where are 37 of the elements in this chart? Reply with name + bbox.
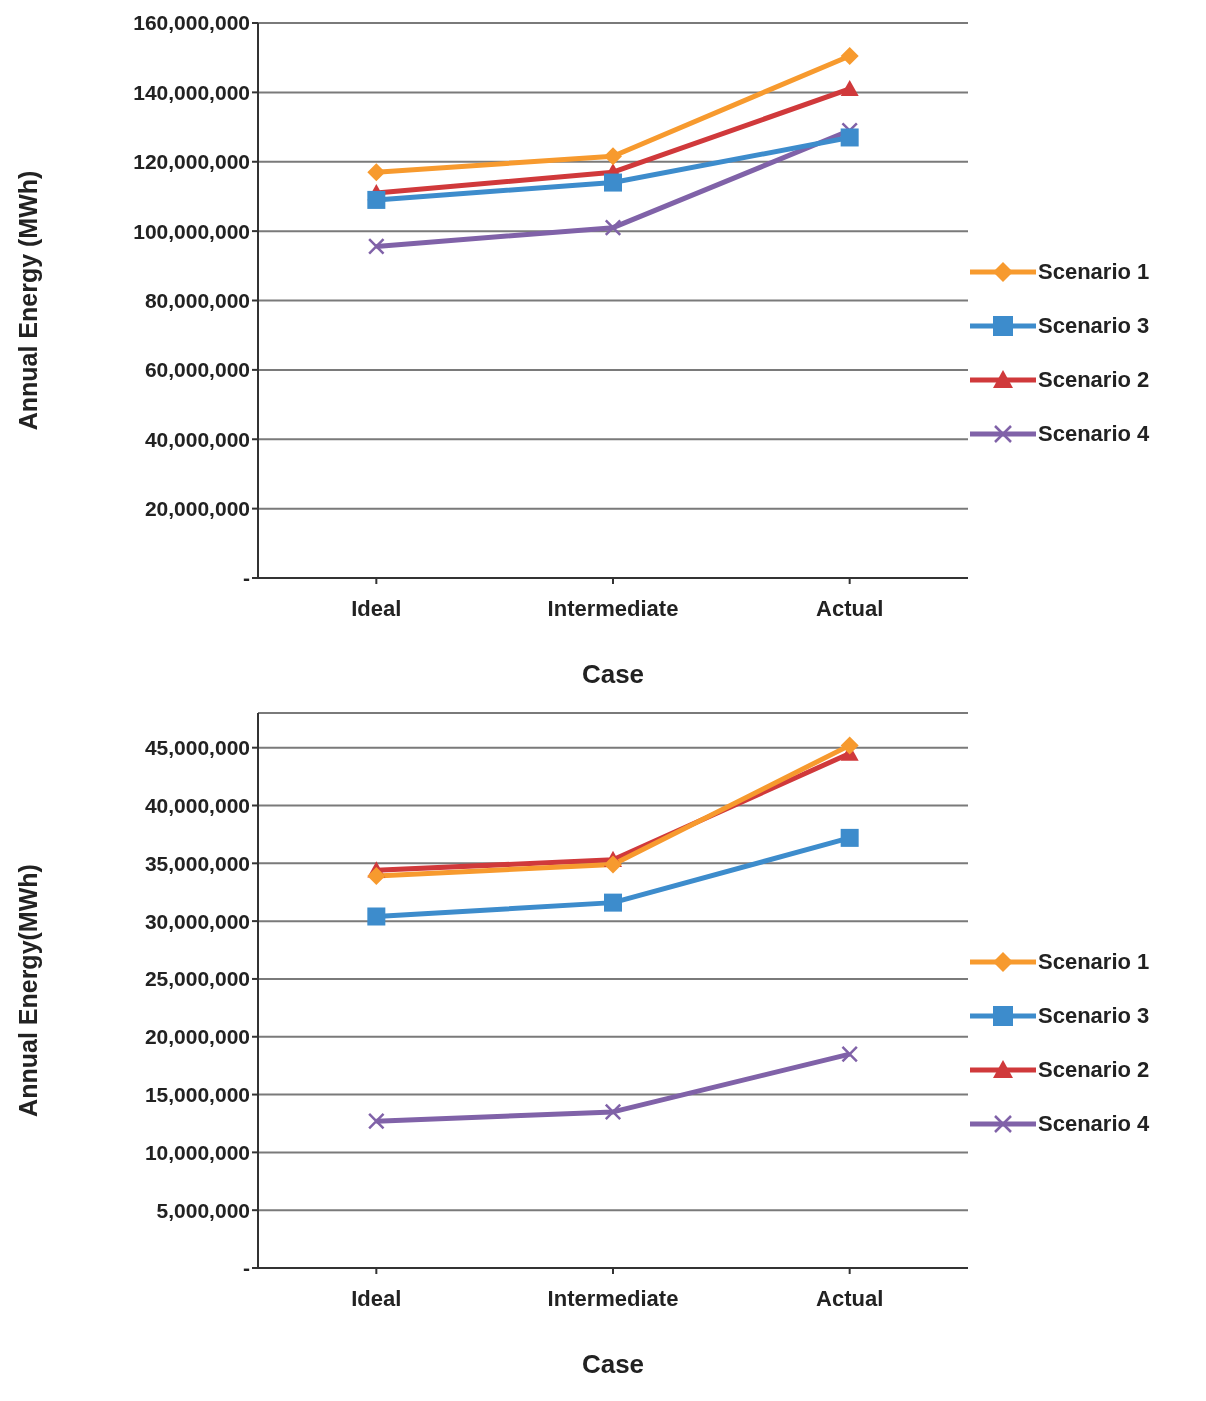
y-tick-label: 160,000,000 [133, 11, 250, 35]
y-tick-label: 60,000,000 [144, 358, 250, 382]
y-tick-label: 10,000,000 [144, 1140, 250, 1164]
legend-label: Scenario 1 [1038, 259, 1150, 285]
x-tick-label: Ideal [351, 595, 402, 621]
y-tick-label: 40,000,000 [144, 427, 250, 451]
legend-label: Scenario 3 [1038, 1003, 1150, 1029]
legend-label: Scenario 1 [1038, 949, 1150, 975]
y-tick-label: 5,000,000 [156, 1198, 250, 1222]
y-tick-label: 15,000,000 [144, 1083, 250, 1107]
y-tick-label: 20,000,000 [144, 497, 250, 521]
y-tick-label: 35,000,000 [144, 851, 250, 875]
legend-label: Scenario 2 [1038, 367, 1150, 393]
y-tick-label: 45,000,000 [144, 736, 250, 760]
y-tick-label: 80,000,000 [144, 288, 250, 312]
legend-label: Scenario 4 [1038, 1111, 1150, 1137]
y-tick-label: 20,000,000 [144, 1025, 250, 1049]
legend-label: Scenario 2 [1038, 1057, 1150, 1083]
y-axis-title: Annual Energy(MWh) [13, 864, 42, 1117]
x-tick-label: Intermediate [547, 595, 679, 621]
y-tick-label: - [243, 1256, 250, 1280]
y-tick-label: 140,000,000 [133, 80, 250, 104]
x-tick-label: Actual [816, 595, 884, 621]
x-tick-label: Ideal [351, 1285, 402, 1311]
x-axis-title: Case [581, 1349, 645, 1379]
y-tick-label: 40,000,000 [144, 793, 250, 817]
y-axis-title: Annual Energy (MWh) [13, 170, 42, 431]
x-tick-label: Actual [816, 1285, 884, 1311]
y-tick-label: 25,000,000 [144, 967, 250, 991]
legend-label: Scenario 3 [1038, 313, 1150, 339]
x-tick-label: Intermediate [547, 1285, 679, 1311]
y-tick-label: 30,000,000 [144, 909, 250, 933]
y-tick-label: 120,000,000 [133, 150, 250, 174]
x-axis-title: Case [581, 659, 645, 689]
legend-label: Scenario 4 [1038, 421, 1150, 447]
y-tick-label: 100,000,000 [133, 219, 250, 243]
y-tick-label: - [243, 566, 250, 590]
